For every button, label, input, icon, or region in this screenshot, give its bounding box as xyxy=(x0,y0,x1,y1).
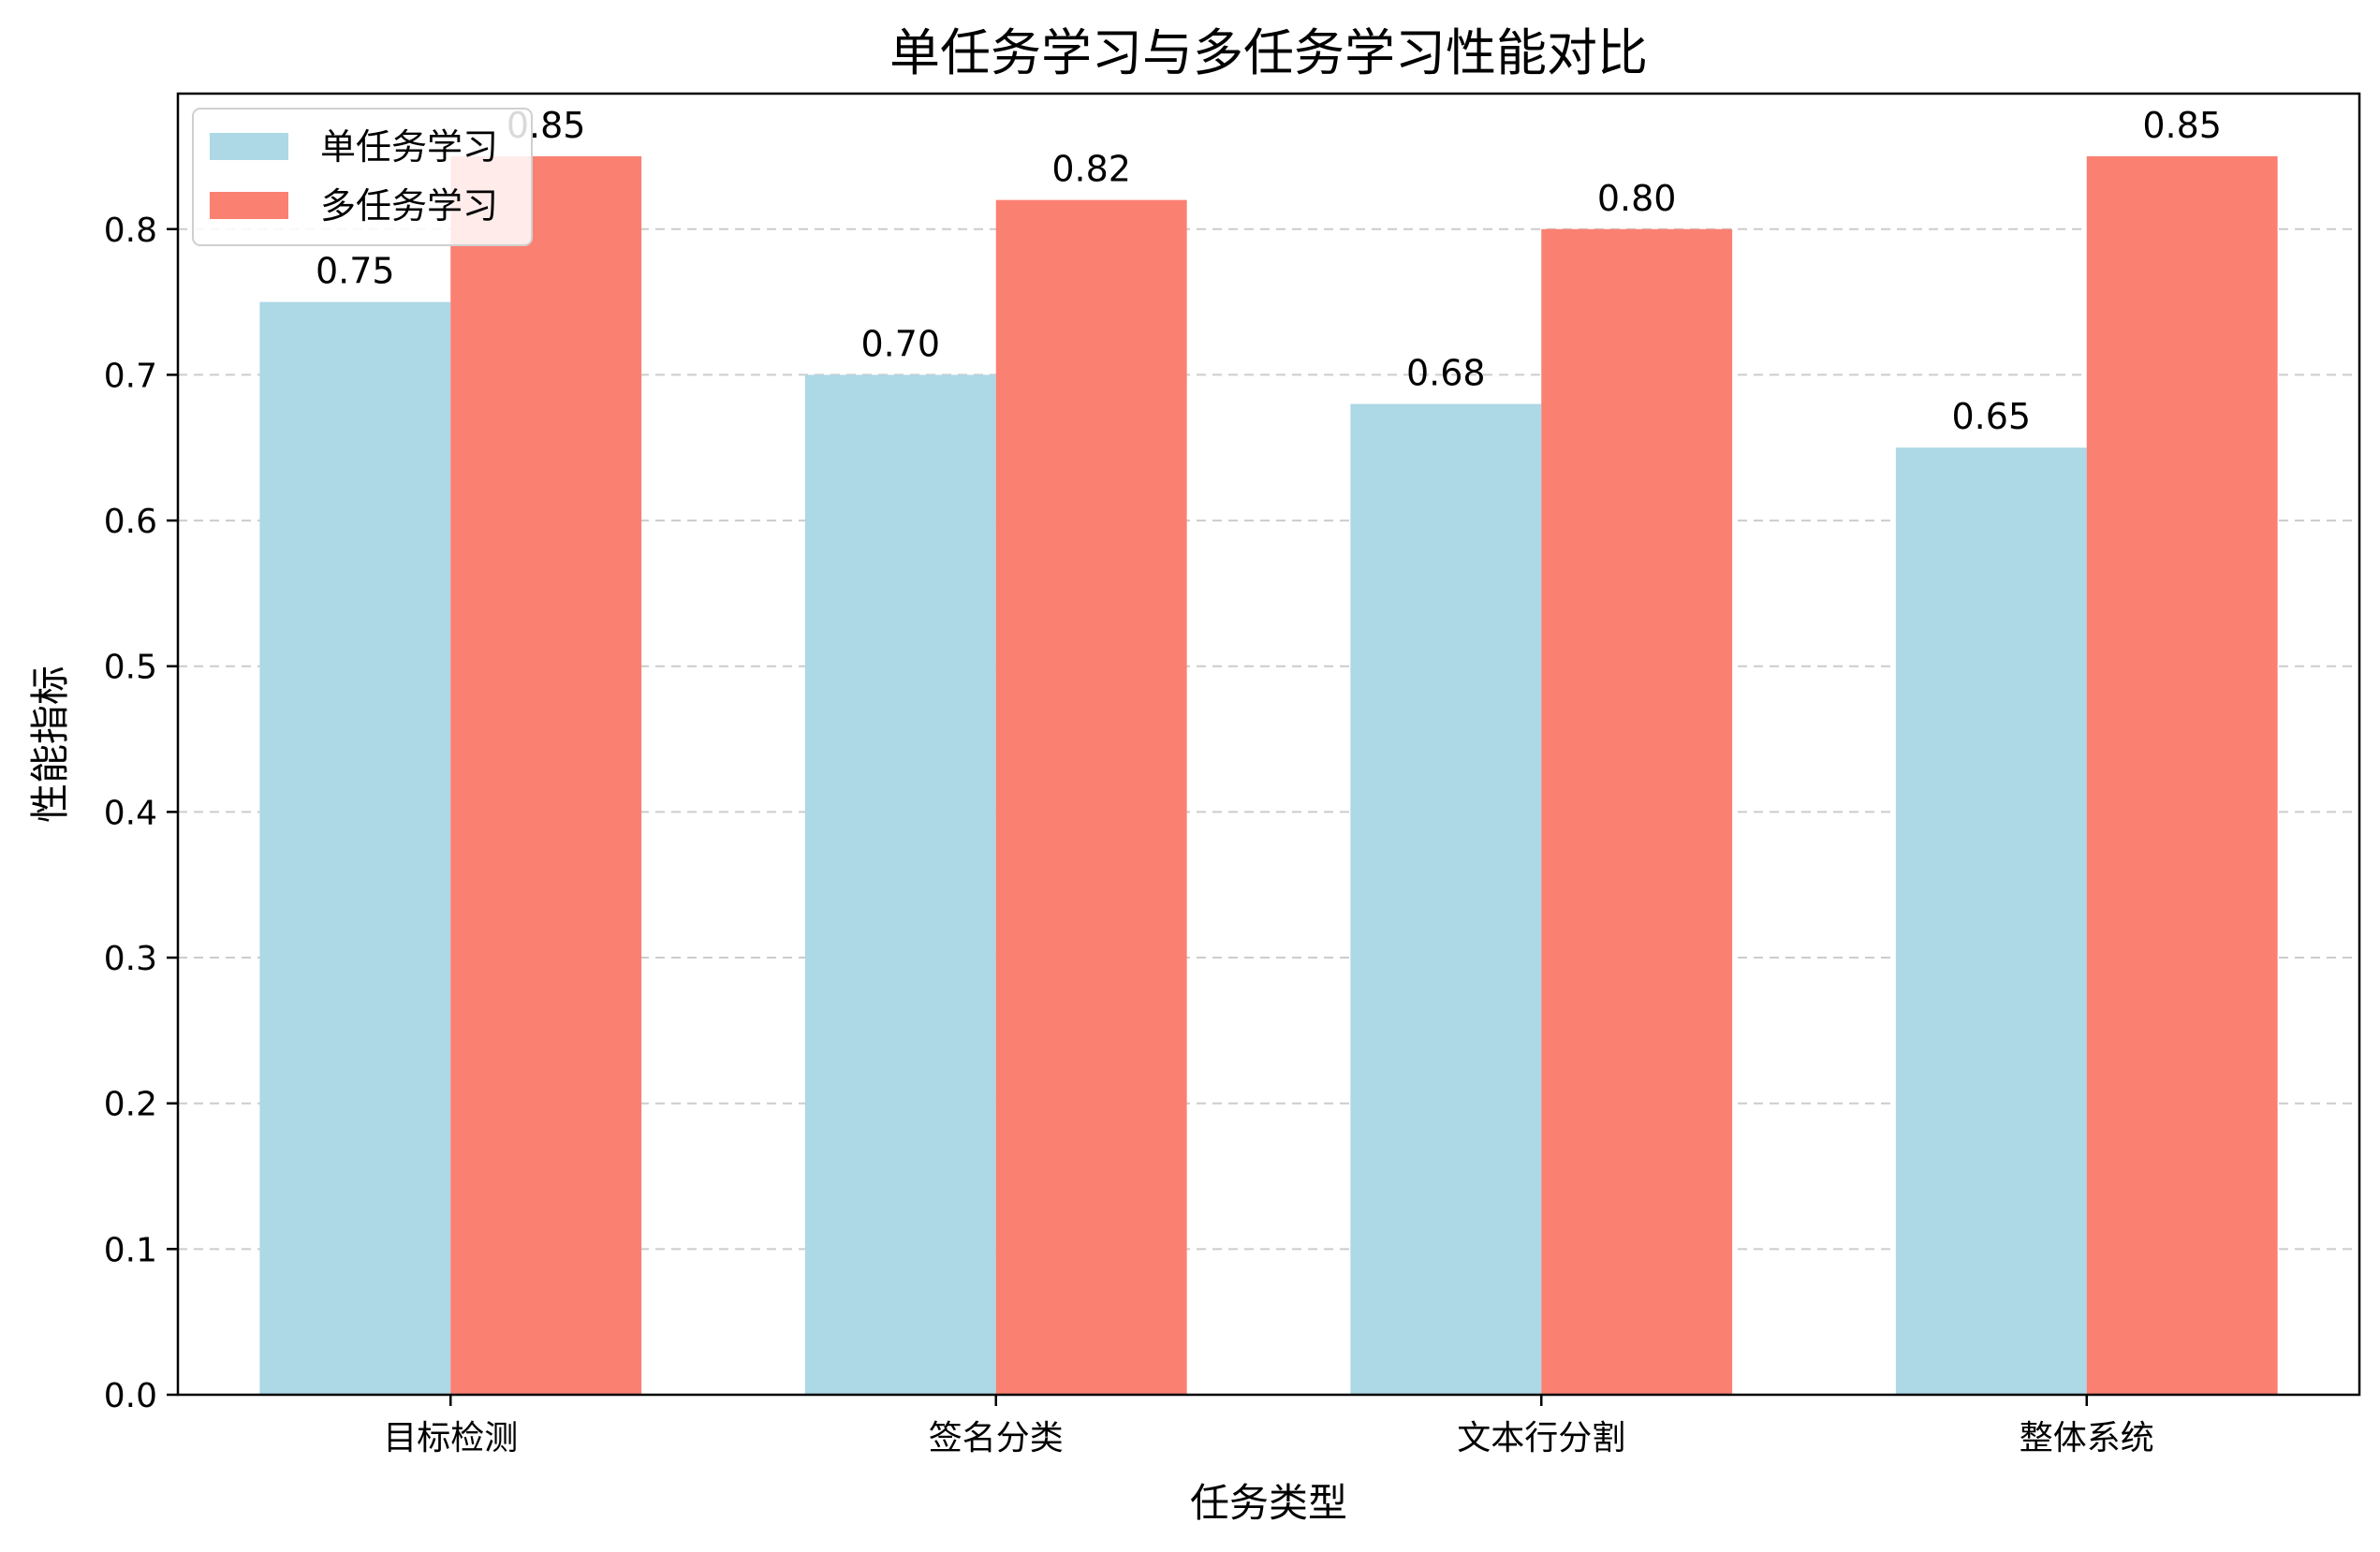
y-tick-label: 0.4 xyxy=(104,794,157,832)
bar-single-task xyxy=(804,374,996,1396)
bar-multi-task xyxy=(2086,155,2278,1396)
y-tick-label: 0.8 xyxy=(104,212,157,250)
x-tick-label: 目标检测 xyxy=(383,1419,518,1457)
bar-value-label: 0.70 xyxy=(861,323,941,364)
bar-value-label: 0.68 xyxy=(1406,353,1486,394)
y-axis-label: 性能指标 xyxy=(27,666,73,823)
bars-layer xyxy=(259,155,2278,1396)
bar-value-label: 0.85 xyxy=(2142,105,2222,146)
x-tick-label: 文本行分割 xyxy=(1457,1419,1625,1457)
y-tick-label: 0.7 xyxy=(104,357,157,395)
bar-multi-task xyxy=(995,199,1187,1396)
x-axis: 目标检测 签名分类 文本行分割 整体系统 xyxy=(383,1395,2154,1457)
bar-value-label: 0.82 xyxy=(1051,149,1131,190)
bar-value-label: 0.80 xyxy=(1597,178,1677,219)
bar-value-label: 0.75 xyxy=(316,251,395,292)
plot-frame xyxy=(176,92,2361,1397)
bar-single-task xyxy=(1350,403,1542,1395)
legend: 单任务学习 多任务学习 xyxy=(192,108,533,246)
y-tick-label: 0.6 xyxy=(104,503,157,541)
legend-label-multi-task: 多任务学习 xyxy=(320,185,498,227)
y-tick-label: 0.5 xyxy=(104,649,157,687)
bar-single-task xyxy=(259,301,451,1395)
bar-single-task xyxy=(1895,447,2087,1395)
bar-multi-task xyxy=(450,155,642,1396)
y-tick-label: 0.3 xyxy=(104,940,157,978)
legend-label-single-task: 单任务学习 xyxy=(320,126,498,168)
bar-multi-task xyxy=(1541,228,1733,1395)
chart-title: 单任务学习与多任务学习性能对比 xyxy=(889,23,1648,82)
legend-swatch-single-task xyxy=(210,133,288,160)
y-tick-label: 0.0 xyxy=(104,1377,157,1415)
y-tick-label: 0.1 xyxy=(104,1231,157,1269)
value-labels-layer: 0.750.850.700.820.680.800.650.85 xyxy=(316,105,2222,437)
x-axis-label: 任务类型 xyxy=(1190,1480,1347,1526)
y-axis: 0.0 0.1 0.2 0.3 0.4 0.5 0.6 0.7 0.8 xyxy=(104,212,178,1415)
x-tick-label: 整体系统 xyxy=(2020,1419,2154,1457)
y-tick-label: 0.2 xyxy=(104,1086,157,1124)
bar-value-label: 0.65 xyxy=(1952,396,2032,437)
legend-swatch-multi-task xyxy=(210,192,288,219)
x-tick-label: 签名分类 xyxy=(929,1419,1064,1457)
